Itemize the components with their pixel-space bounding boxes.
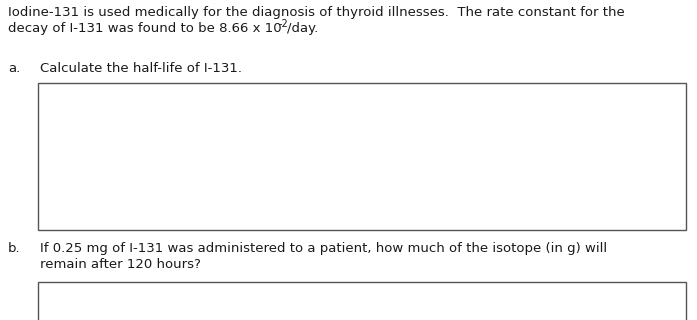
Text: decay of I-131 was found to be 8.66 x 10: decay of I-131 was found to be 8.66 x 10 bbox=[8, 22, 282, 35]
Bar bbox=[38, 282, 686, 320]
Bar bbox=[38, 83, 686, 230]
Text: /day.: /day. bbox=[287, 22, 319, 35]
Text: Calculate the half-life of I-131.: Calculate the half-life of I-131. bbox=[40, 62, 242, 75]
Text: Iodine-131 is used medically for the diagnosis of thyroid illnesses.  The rate c: Iodine-131 is used medically for the dia… bbox=[8, 6, 625, 19]
Text: If 0.25 mg of I-131 was administered to a patient, how much of the isotope (in g: If 0.25 mg of I-131 was administered to … bbox=[40, 242, 607, 255]
Text: remain after 120 hours?: remain after 120 hours? bbox=[40, 258, 201, 271]
Text: a.: a. bbox=[8, 62, 20, 75]
Text: -2: -2 bbox=[279, 19, 289, 29]
Text: b.: b. bbox=[8, 242, 21, 255]
